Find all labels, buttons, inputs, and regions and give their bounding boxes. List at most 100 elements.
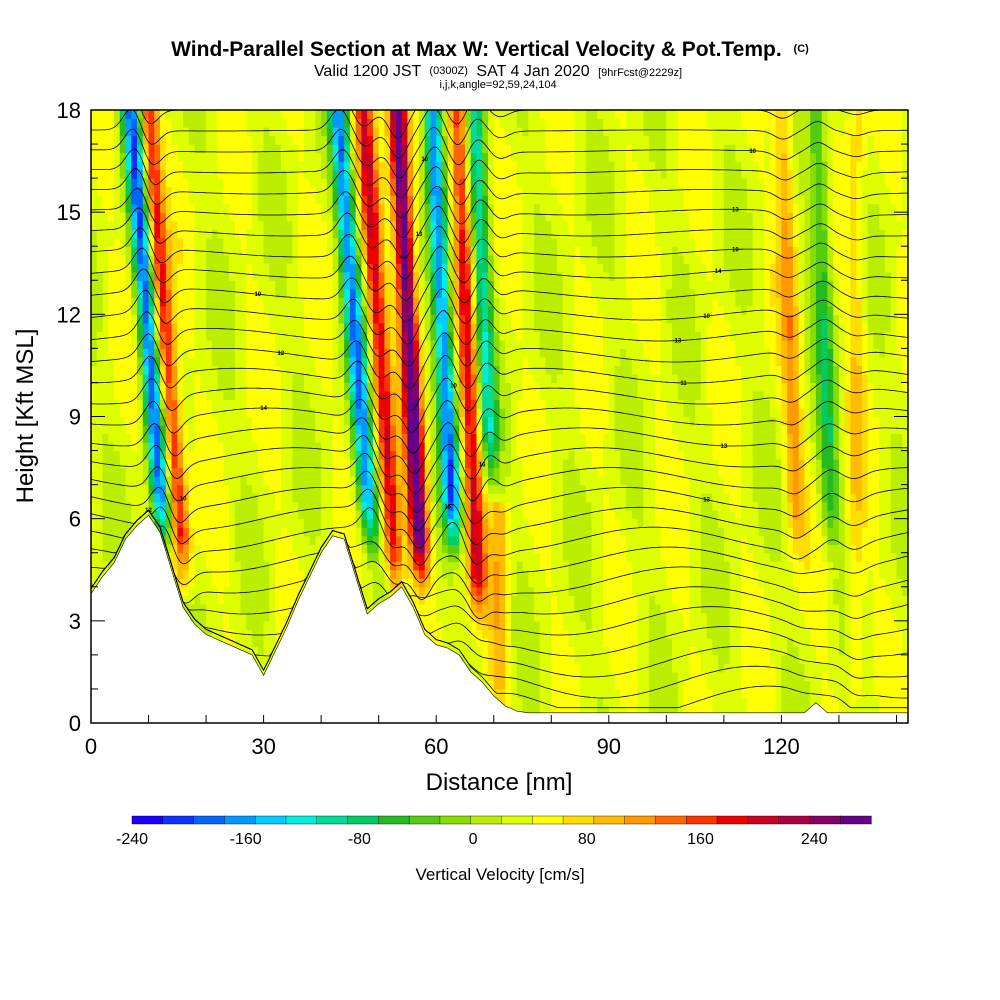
velocity-cell bbox=[338, 220, 345, 230]
velocity-cell bbox=[234, 169, 242, 179]
velocity-cell bbox=[413, 178, 420, 188]
velocity-cell bbox=[252, 203, 259, 213]
velocity-cell bbox=[234, 365, 242, 375]
velocity-cell bbox=[309, 152, 316, 162]
velocity-cell bbox=[257, 620, 265, 630]
velocity-cell bbox=[482, 271, 489, 281]
velocity-cell bbox=[476, 178, 483, 188]
velocity-cell bbox=[476, 288, 483, 298]
velocity-cell bbox=[430, 399, 437, 409]
velocity-cell bbox=[142, 425, 150, 435]
velocity-cell bbox=[286, 578, 293, 588]
velocity-cell bbox=[407, 365, 414, 375]
velocity-cell bbox=[441, 416, 449, 426]
velocity-cell bbox=[275, 620, 282, 630]
velocity-cell bbox=[223, 110, 230, 120]
velocity-cell bbox=[430, 382, 437, 392]
velocity-cell bbox=[280, 254, 288, 264]
velocity-cell bbox=[257, 254, 265, 264]
velocity-cell bbox=[441, 220, 449, 230]
velocity-cell bbox=[194, 373, 201, 384]
velocity-cell bbox=[430, 407, 437, 418]
velocity-cell bbox=[367, 280, 374, 290]
velocity-cell bbox=[194, 229, 201, 239]
velocity-cell bbox=[470, 535, 478, 545]
velocity-cell bbox=[309, 527, 316, 537]
velocity-cell bbox=[263, 169, 270, 179]
velocity-cell bbox=[125, 518, 132, 528]
velocity-cell bbox=[401, 288, 409, 298]
velocity-cell bbox=[240, 637, 247, 647]
velocity-cell bbox=[476, 671, 483, 682]
velocity-cell bbox=[102, 152, 109, 162]
velocity-cell bbox=[424, 365, 432, 375]
velocity-cell bbox=[459, 254, 466, 264]
velocity-cell bbox=[188, 476, 196, 486]
velocity-cell bbox=[114, 280, 121, 290]
velocity-cell bbox=[401, 382, 409, 392]
velocity-cell bbox=[286, 127, 293, 137]
velocity-cell bbox=[361, 237, 368, 247]
velocity-cell bbox=[125, 416, 132, 426]
velocity-cell bbox=[332, 169, 339, 179]
velocity-cell bbox=[200, 118, 207, 128]
velocity-cell bbox=[487, 603, 495, 613]
velocity-cell bbox=[315, 331, 322, 341]
velocity-cell bbox=[344, 280, 351, 290]
velocity-cell bbox=[200, 161, 207, 171]
velocity-cell bbox=[102, 322, 109, 332]
velocity-cell bbox=[407, 263, 414, 273]
velocity-cell bbox=[275, 263, 282, 273]
velocity-cell bbox=[234, 390, 242, 401]
velocity-cell bbox=[378, 365, 386, 375]
velocity-cell bbox=[234, 425, 242, 435]
velocity-cell bbox=[108, 373, 115, 384]
velocity-cell bbox=[211, 620, 219, 630]
velocity-cell bbox=[148, 144, 155, 154]
velocity-cell bbox=[183, 399, 190, 409]
velocity-cell bbox=[424, 535, 432, 545]
velocity-cell bbox=[344, 152, 351, 162]
velocity-cell bbox=[482, 178, 489, 188]
velocity-cell bbox=[229, 127, 236, 137]
velocity-cell bbox=[476, 271, 483, 281]
velocity-cell bbox=[177, 561, 184, 571]
velocity-cell bbox=[275, 135, 282, 145]
velocity-cell bbox=[114, 110, 121, 120]
velocity-cell bbox=[286, 254, 293, 264]
velocity-cell bbox=[119, 518, 127, 528]
velocity-cell bbox=[361, 493, 368, 503]
velocity-cell bbox=[476, 110, 483, 120]
velocity-cell bbox=[280, 518, 288, 528]
velocity-cell bbox=[102, 229, 109, 239]
velocity-cell bbox=[91, 220, 98, 230]
velocity-cell bbox=[424, 263, 432, 273]
velocity-cell bbox=[315, 450, 322, 460]
velocity-cell bbox=[447, 578, 455, 588]
velocity-cell bbox=[355, 425, 363, 435]
velocity-cell bbox=[367, 552, 374, 562]
velocity-cell bbox=[165, 442, 173, 452]
velocity-cell bbox=[303, 314, 311, 324]
velocity-cell bbox=[378, 476, 386, 486]
velocity-cell bbox=[430, 314, 437, 324]
velocity-cell bbox=[206, 127, 213, 137]
velocity-cell bbox=[315, 399, 322, 409]
velocity-cell bbox=[160, 356, 167, 367]
velocity-cell bbox=[418, 254, 426, 264]
velocity-cell bbox=[229, 586, 236, 596]
velocity-cell bbox=[395, 169, 403, 179]
velocity-cell bbox=[418, 186, 426, 196]
velocity-cell bbox=[459, 493, 466, 503]
velocity-cell bbox=[292, 339, 299, 349]
velocity-cell bbox=[292, 425, 299, 435]
velocity-cell bbox=[91, 348, 98, 358]
velocity-cell bbox=[148, 348, 155, 358]
velocity-cell bbox=[96, 339, 104, 349]
velocity-cell bbox=[280, 527, 288, 537]
velocity-cell bbox=[332, 314, 339, 324]
velocity-cell bbox=[183, 484, 190, 494]
velocity-cell bbox=[91, 425, 98, 435]
velocity-cell bbox=[355, 229, 363, 239]
velocity-cell bbox=[252, 356, 259, 367]
